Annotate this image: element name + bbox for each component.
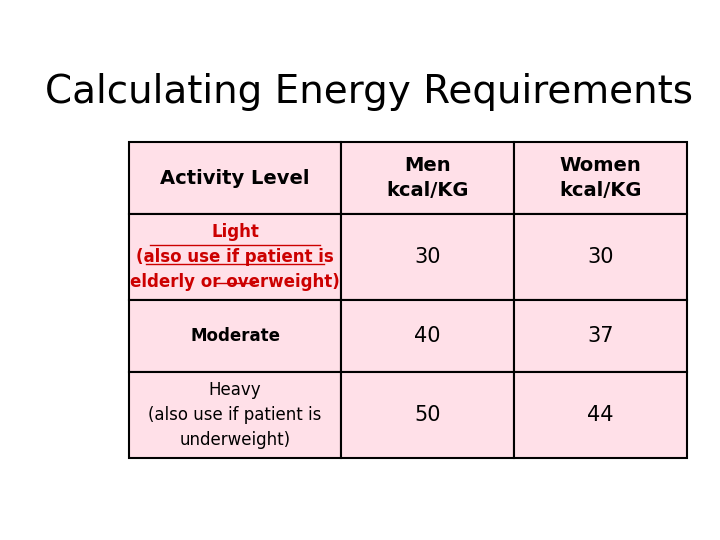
Bar [514, 141, 687, 214]
Text: Moderate: Moderate [190, 327, 280, 345]
Bar [514, 300, 687, 373]
Text: 30: 30 [588, 247, 614, 267]
Text: Calculating Energy Requirements: Calculating Energy Requirements [45, 73, 693, 111]
Bar [341, 373, 514, 458]
Text: 44: 44 [588, 405, 614, 425]
Text: 30: 30 [414, 247, 441, 267]
Text: Men
kcal/KG: Men kcal/KG [387, 156, 469, 200]
Bar [129, 300, 341, 373]
Text: Light
(also use if patient is
elderly or overweight): Light (also use if patient is elderly or… [130, 223, 340, 291]
Bar [129, 373, 341, 458]
Bar [129, 214, 341, 300]
Bar [129, 141, 341, 214]
Text: 40: 40 [414, 326, 441, 346]
Bar [514, 214, 687, 300]
Bar [341, 214, 514, 300]
Bar [341, 141, 514, 214]
Text: Women
kcal/KG: Women kcal/KG [559, 156, 642, 200]
Bar [341, 300, 514, 373]
Text: Heavy
(also use if patient is
underweight): Heavy (also use if patient is underweigh… [148, 381, 322, 449]
Text: 50: 50 [414, 405, 441, 425]
Text: 37: 37 [588, 326, 614, 346]
Bar [514, 373, 687, 458]
Text: Activity Level: Activity Level [161, 168, 310, 187]
